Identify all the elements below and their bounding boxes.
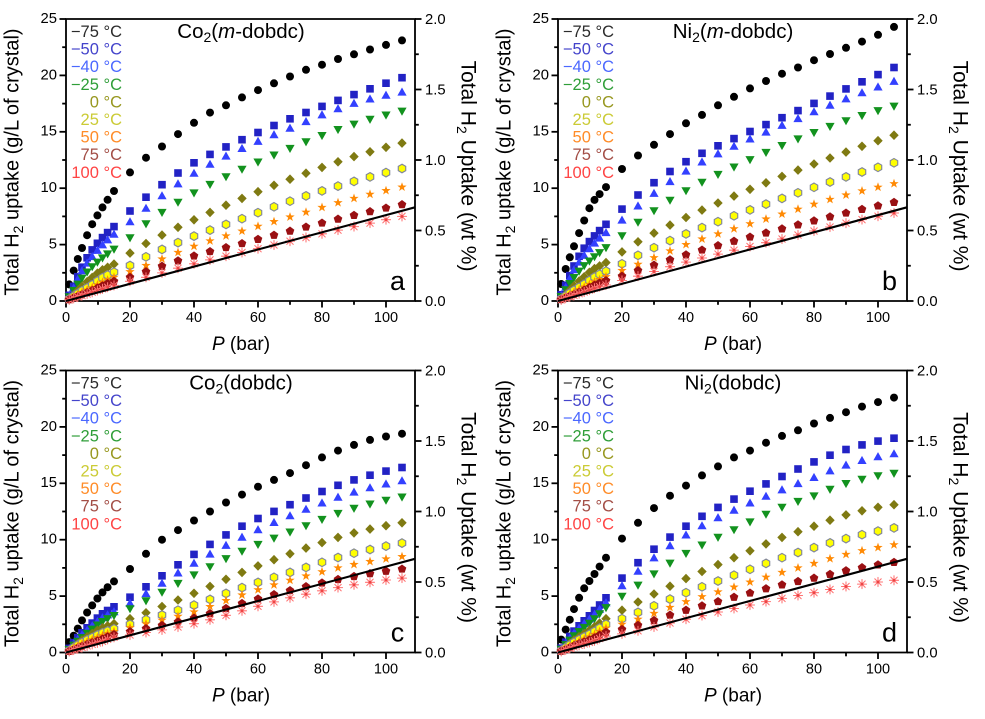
svg-text:c: c bbox=[391, 618, 405, 648]
svg-text:d: d bbox=[882, 618, 897, 648]
svg-text:Co2(dobdc): Co2(dobdc) bbox=[189, 372, 293, 397]
svg-text:Ni2(dobdc): Ni2(dobdc) bbox=[685, 372, 782, 397]
svg-text:Co2(m-dobdc): Co2(m-dobdc) bbox=[177, 20, 304, 45]
svg-text:Ni2(m-dobdc): Ni2(m-dobdc) bbox=[673, 20, 794, 45]
svg-text:a: a bbox=[390, 266, 406, 296]
svg-text:b: b bbox=[882, 266, 897, 296]
